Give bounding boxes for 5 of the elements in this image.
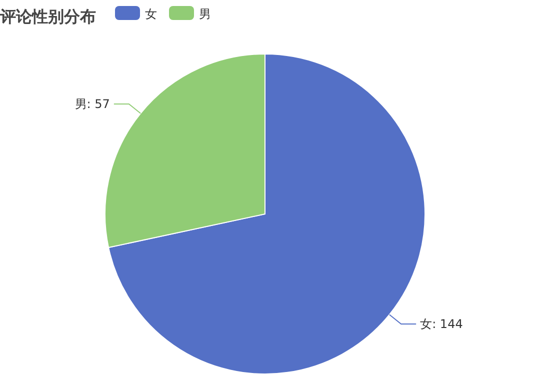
data-label: 男: 57 (74, 96, 110, 111)
legend-label: 男 (199, 7, 211, 21)
data-label: 女: 144 (420, 317, 463, 332)
legend-label: 女 (145, 7, 157, 21)
chart-title: 评论性别分布 (0, 7, 96, 26)
